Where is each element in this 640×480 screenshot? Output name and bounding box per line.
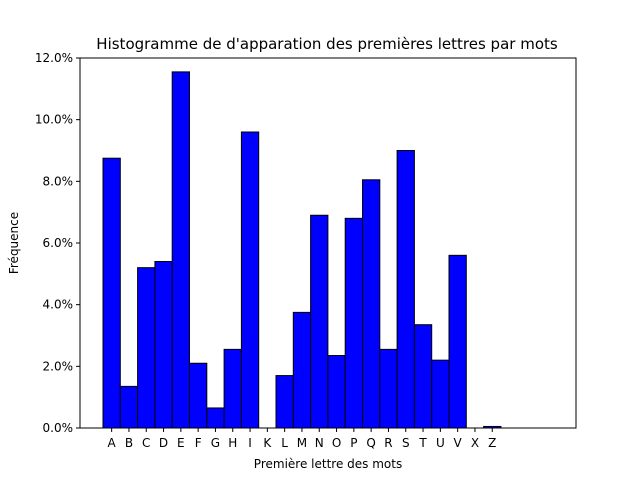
x-tick-label-B: B [125,436,133,450]
x-tick-label-L: L [281,436,288,450]
x-tick-label-M: M [297,436,307,450]
bar-N [310,214,329,429]
x-tick-label-V: V [454,436,463,450]
y-tick-label: 2.0% [43,359,74,373]
chart-title: Histogramme de d'apparation des première… [96,35,558,53]
bar-G [206,407,225,429]
y-axis-ticks: 0.0% 2.0% 4.0% 6.0% 8.0% 10.0% 12.0% [35,51,80,435]
y-tick-label: 12.0% [35,51,73,65]
bar-Q [362,179,381,429]
bar-O [327,355,346,429]
x-tick-label-Z: Z [488,436,496,450]
x-tick-label-G: G [211,436,220,450]
bar-R [379,348,398,429]
bar-H [223,348,242,429]
x-tick-label-S: S [402,436,410,450]
x-tick-label-K: K [263,436,272,450]
x-tick-label-X: X [471,436,479,450]
y-tick-label: 6.0% [43,236,74,250]
bar-A [102,157,121,429]
x-tick-label-H: H [228,436,237,450]
x-tick-label-U: U [436,436,445,450]
x-tick-label-T: T [418,436,427,450]
bar-S [396,150,415,429]
x-tick-label-Q: Q [366,436,375,450]
x-axis-label: Première lettre des mots [254,457,402,471]
y-tick-label: 0.0% [43,421,74,435]
y-tick-label: 10.0% [35,113,73,127]
bar-P [344,217,364,429]
y-axis-label: Fréquence [7,212,21,274]
bar-B [119,385,139,429]
x-tick-label-D: D [159,436,168,450]
bar-D [154,261,173,429]
x-tick-label-P: P [350,436,357,450]
y-tick-label: 8.0% [43,174,74,188]
x-tick-label-C: C [142,436,150,450]
x-tick-label-A: A [108,436,117,450]
plot-frame [79,57,577,429]
bars [102,71,552,429]
bar-L [275,375,294,429]
x-tick-label-R: R [384,436,392,450]
x-tick-label-I: I [248,436,252,450]
x-tick-label-E: E [177,436,185,450]
bar-V [448,254,467,429]
x-tick-label-O: O [332,436,341,450]
x-tick-label-F: F [195,436,202,450]
bar-C [137,267,156,429]
bar-M [292,311,312,429]
bar-U [431,359,450,429]
x-tick-label-N: N [315,436,324,450]
y-tick-label: 4.0% [43,298,74,312]
bar-T [413,324,433,429]
bar-E [171,71,190,429]
bar-F [189,362,208,429]
bar-I [240,131,260,429]
